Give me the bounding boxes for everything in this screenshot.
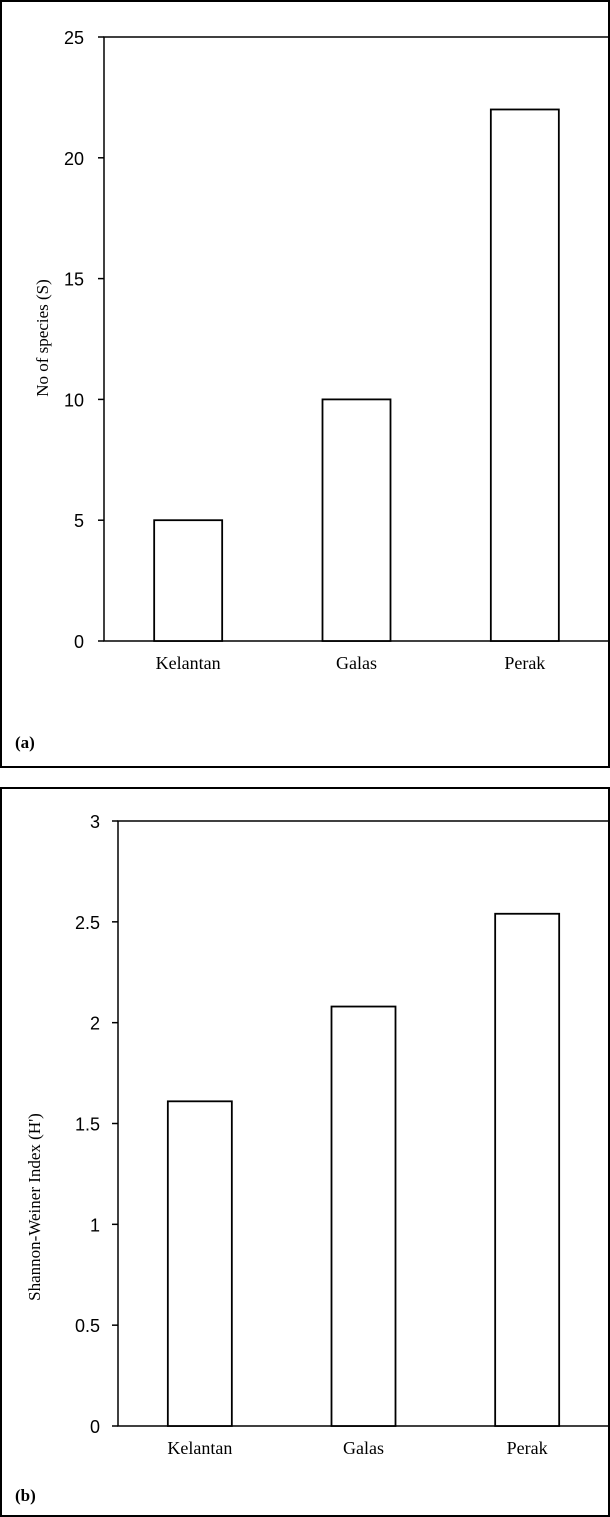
chart-a-bar-perak (489, 108, 560, 642)
chart-a-x-tick-label: Perak (504, 653, 545, 673)
chart-b-bar-kelantan (166, 1100, 233, 1427)
chart-a-bar-kelantan (153, 519, 224, 642)
chart-a-y-axis-label: No of species (S) (33, 279, 52, 397)
chart-a-y-tick-label: 15 (64, 270, 84, 290)
chart-a-y-tick-label: 10 (64, 390, 84, 410)
chart-b-y-tick-label: 1 (90, 1215, 100, 1235)
chart-a-x-tick-label: Kelantan (156, 653, 221, 673)
chart-a-panel-label: (a) (15, 733, 35, 752)
chart-b-y-axis-label: Shannon-Weiner Index (H') (25, 1113, 44, 1301)
chart-b-x-tick-label: Galas (343, 1438, 384, 1458)
chart-b-x-tick-label: Perak (507, 1438, 548, 1458)
chart-a-plot-area: 0 5 10 15 20 25 Kelantan Galas Perak (64, 28, 610, 673)
chart-b-y-tick-label: 0.5 (75, 1316, 100, 1336)
chart-b-y-tick-label: 3 (90, 812, 100, 832)
chart-b-bar-perak (494, 912, 561, 1427)
chart-b-y-tick-label: 0 (90, 1417, 100, 1437)
chart-a-y-tick-label: 5 (74, 511, 84, 531)
chart-a-y-tick-label: 25 (64, 28, 84, 48)
chart-panel-a: No of species (S) (a) 0 5 10 15 20 25 Kelantan… (0, 0, 610, 768)
chart-b-y-tick-label: 2.5 (75, 913, 100, 933)
chart-b-x-tick-label: Kelantan (167, 1438, 232, 1458)
chart-a-y-tick-label: 0 (74, 632, 84, 652)
chart-b-svg: Shannon-Weiner Index (H') (b) 0 0.5 1 1.5 2 2… (0, 787, 610, 1517)
chart-a-y-tick-label: 20 (64, 149, 84, 169)
chart-panel-b: Shannon-Weiner Index (H') (b) 0 0.5 1 1.5 2 2… (0, 787, 610, 1517)
chart-b-panel-label: (b) (15, 1486, 36, 1505)
chart-b-bar-galas (330, 1005, 397, 1427)
chart-b-plot-area: 0 0.5 1 1.5 2 2.5 3 Kelantan Galas Perak (75, 812, 610, 1458)
chart-b-y-tick-label: 2 (90, 1014, 100, 1034)
chart-a-x-tick-label: Galas (336, 653, 377, 673)
chart-a-bar-galas (321, 398, 392, 642)
chart-b-y-tick-label: 1.5 (75, 1115, 100, 1135)
chart-a-svg: No of species (S) (a) 0 5 10 15 20 25 Kelantan… (0, 0, 610, 768)
